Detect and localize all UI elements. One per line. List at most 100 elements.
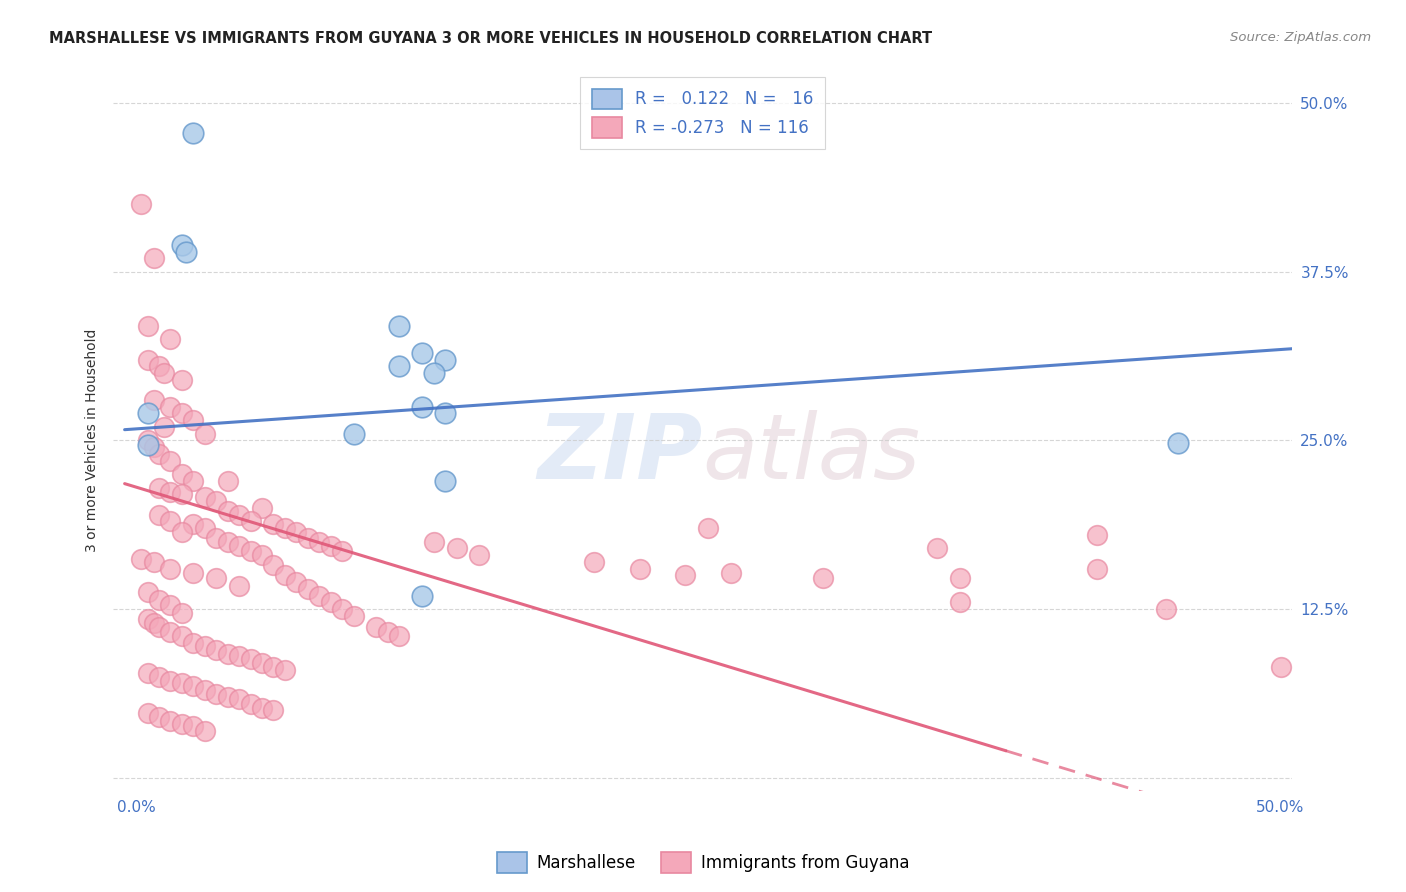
Point [434,474,457,488]
Point [285,525,308,540]
Point [136,407,159,421]
Point [228,692,250,706]
Point [159,453,181,467]
Point [217,647,239,661]
Point [148,447,170,461]
Point [205,571,228,585]
Y-axis label: 3 or more Vehicles in Household: 3 or more Vehicles in Household [86,329,100,552]
Point [136,584,159,599]
Point [274,521,297,535]
Point [148,592,170,607]
Point [159,515,181,529]
Point [170,606,193,620]
Point [159,561,181,575]
Point [143,555,166,569]
Text: MARSHALLESE VS IMMIGRANTS FROM GUYANA 3 OR MORE VEHICLES IN HOUSEHOLD CORRELATIO: MARSHALLESE VS IMMIGRANTS FROM GUYANA 3 … [49,31,932,46]
Point [194,723,217,738]
Point [170,525,193,540]
Point [159,598,181,612]
Point [136,437,159,451]
Point [181,679,204,693]
Point [159,484,181,499]
Text: ZIP: ZIP [537,410,703,499]
Point [194,683,217,698]
Point [250,548,273,562]
Point [239,515,262,529]
Point [205,494,228,508]
Point [250,700,273,714]
Point [148,481,170,495]
Point [143,252,166,266]
Point [217,474,239,488]
Point [411,589,433,603]
Point [205,687,228,701]
Point [159,625,181,640]
Point [697,521,720,535]
Point [411,345,433,359]
Point [136,665,159,680]
Text: Source: ZipAtlas.com: Source: ZipAtlas.com [1230,31,1371,45]
Point [250,500,273,515]
Point [262,517,284,532]
Point [176,244,198,259]
Point [342,426,364,441]
Point [228,579,250,593]
Legend: R =   0.122   N =   16, R = -0.273   N = 116: R = 0.122 N = 16, R = -0.273 N = 116 [581,77,825,149]
Point [136,318,159,333]
Point [377,625,399,640]
Point [468,548,491,562]
Point [170,629,193,643]
Point [148,620,170,634]
Point [136,434,159,448]
Point [228,649,250,664]
Point [720,566,742,580]
Point [446,541,468,556]
Point [159,714,181,728]
Point [148,669,170,683]
Point [411,400,433,414]
Point [152,420,174,434]
Point [152,366,174,380]
Point [388,318,411,333]
Point [422,534,444,549]
Point [148,710,170,724]
Point [181,474,204,488]
Point [388,359,411,374]
Point [274,568,297,582]
Point [205,642,228,657]
Point [434,407,457,421]
Point [148,508,170,522]
Point [1154,602,1177,616]
Point [308,534,330,549]
Point [194,490,217,504]
Point [628,561,651,575]
Point [262,558,284,572]
Point [1087,528,1109,542]
Point [319,595,342,609]
Point [949,571,972,585]
Point [129,197,152,211]
Point [250,656,273,670]
Point [217,534,239,549]
Point [194,639,217,653]
Point [297,531,319,545]
Point [239,544,262,558]
Point [205,531,228,545]
Point [170,238,193,252]
Point [170,716,193,731]
Point [170,373,193,387]
Point [129,552,152,566]
Point [1270,660,1292,674]
Point [297,582,319,596]
Point [136,706,159,720]
Point [170,467,193,482]
Point [285,575,308,590]
Point [148,359,170,374]
Point [811,571,834,585]
Point [274,663,297,677]
Point [330,544,353,558]
Point [949,595,972,609]
Point [181,566,204,580]
Point [217,690,239,704]
Point [262,660,284,674]
